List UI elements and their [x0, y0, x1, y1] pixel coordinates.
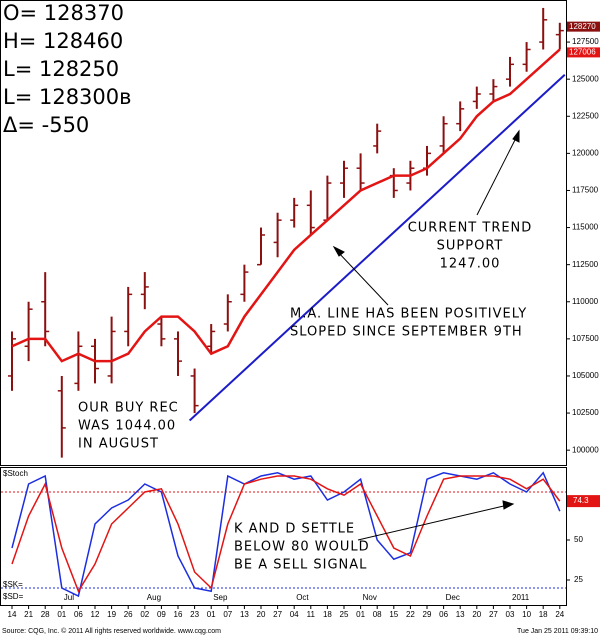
y-tick-label: 102500 — [572, 408, 599, 417]
month-label: 2011 — [512, 593, 530, 602]
annotation: M.A. LINE HAS BEEN POSITIVELY — [290, 307, 527, 322]
annotation: 1247.00 — [440, 257, 501, 272]
x-tick-label: 23 — [190, 610, 199, 619]
x-tick-label: 13 — [240, 610, 249, 619]
header-text: O= 128370 — [3, 1, 124, 25]
x-tick-label: 27 — [489, 610, 498, 619]
x-tick-label: 20 — [472, 610, 481, 619]
month-label: Sep — [213, 593, 228, 602]
annotation: CURRENT TREND — [408, 221, 533, 236]
source: Source: CQG, Inc. © 2011 All rights rese… — [2, 627, 221, 635]
arrow-head — [332, 245, 345, 257]
y-tick-label: 117500 — [572, 186, 599, 195]
x-tick-label: 02 — [140, 610, 149, 619]
y-tick-label: 120000 — [572, 148, 599, 157]
d-label: $SD= — [3, 592, 24, 601]
x-tick-label: 14 — [8, 610, 17, 619]
x-tick-label: 24 — [555, 610, 564, 619]
x-tick-label: 20 — [257, 610, 266, 619]
value-label: 128270 — [569, 22, 596, 31]
x-tick-label: 06 — [439, 610, 448, 619]
x-tick-label: 08 — [373, 610, 382, 619]
arrow — [336, 250, 389, 306]
stoch-panel — [0, 467, 567, 606]
annotation: IN AUGUST — [78, 437, 159, 452]
x-tick-label: 22 — [406, 610, 415, 619]
month-label: Jul — [64, 593, 74, 602]
arrow-head — [502, 500, 515, 510]
x-tick-label: 28 — [41, 610, 50, 619]
x-tick-label: 09 — [157, 610, 166, 619]
annotation: K AND D SETTLE — [234, 522, 355, 537]
annotation: SLOPED SINCE SEPTEMBER 9TH — [290, 325, 523, 340]
x-tick-label: 03 — [506, 610, 515, 619]
x-tick-label: 18 — [323, 610, 332, 619]
x-tick-label: 07 — [223, 610, 232, 619]
plot — [1, 7, 570, 609]
trend-line — [188, 73, 566, 422]
price-panel — [0, 0, 567, 466]
x-tick-label: 13 — [456, 610, 465, 619]
annotation: BELOW 80 WOULD — [234, 540, 370, 555]
month-label: Dec — [446, 593, 460, 602]
x-tick-label: 01 — [57, 610, 66, 619]
month-label: Oct — [296, 593, 309, 602]
x-tick-label: 16 — [174, 610, 183, 619]
header-text: L= 128300в — [3, 85, 132, 109]
x-tick-label: 06 — [74, 610, 83, 619]
header-text: L= 128250 — [3, 57, 119, 81]
y-tick-label: 107500 — [572, 334, 599, 343]
arrows — [332, 129, 520, 541]
y-tick-label: 122500 — [572, 111, 599, 120]
x-tick-label: 10 — [522, 610, 531, 619]
timestamp: Tue Jan 25 2011 09:39:10 — [517, 628, 598, 635]
x-tick-label: 12 — [91, 610, 100, 619]
y-tick-label: 105000 — [572, 371, 599, 380]
x-tick-label: 01 — [207, 610, 216, 619]
x-tick-label: 18 — [539, 610, 548, 619]
stoch-line — [11, 475, 561, 593]
header-text: H= 128460 — [3, 29, 123, 53]
x-tick-label: 15 — [389, 610, 398, 619]
annotation: OUR BUY REC — [78, 401, 179, 416]
value-box — [567, 47, 600, 58]
annotation: SUPPORT — [437, 239, 504, 254]
x-tick-label: 11 — [307, 610, 316, 619]
header-text: Δ= -550 — [3, 113, 89, 137]
arrow — [476, 135, 518, 216]
y-tick-label: 115000 — [572, 223, 599, 232]
y-tick-label: 127500 — [572, 37, 599, 46]
arrow-head — [512, 129, 520, 143]
y-tick-label: 50 — [574, 535, 583, 544]
value-box — [567, 21, 600, 32]
arrow — [357, 504, 509, 541]
y-tick-label: 100000 — [572, 445, 599, 454]
panel-title: $Stoch — [3, 469, 28, 478]
x-tick-label: 27 — [273, 610, 282, 619]
x-tick-label: 29 — [423, 610, 432, 619]
value-label: 127006 — [569, 48, 596, 57]
x-tick-label: 21 — [24, 610, 33, 619]
y-tick-label: 125000 — [572, 74, 599, 83]
month-label: Aug — [147, 593, 161, 602]
annotation: WAS 1044.00 — [78, 419, 176, 434]
x-tick-label: 01 — [356, 610, 365, 619]
y-tick-label: 112500 — [572, 260, 599, 269]
y-tick-label: 25 — [574, 575, 583, 584]
value-label: 74.3 — [573, 496, 589, 505]
value-box — [567, 495, 600, 508]
annotation: BE A SELL SIGNAL — [234, 558, 367, 573]
month-label: Nov — [363, 593, 377, 602]
k-label: $SK= — [3, 580, 23, 589]
x-tick-label: 04 — [290, 610, 299, 619]
x-tick-label: 19 — [107, 610, 116, 619]
moving-average — [11, 48, 561, 363]
y-tick-label: 110000 — [572, 297, 599, 306]
x-tick-label: 26 — [124, 610, 133, 619]
x-tick-label: 25 — [340, 610, 349, 619]
